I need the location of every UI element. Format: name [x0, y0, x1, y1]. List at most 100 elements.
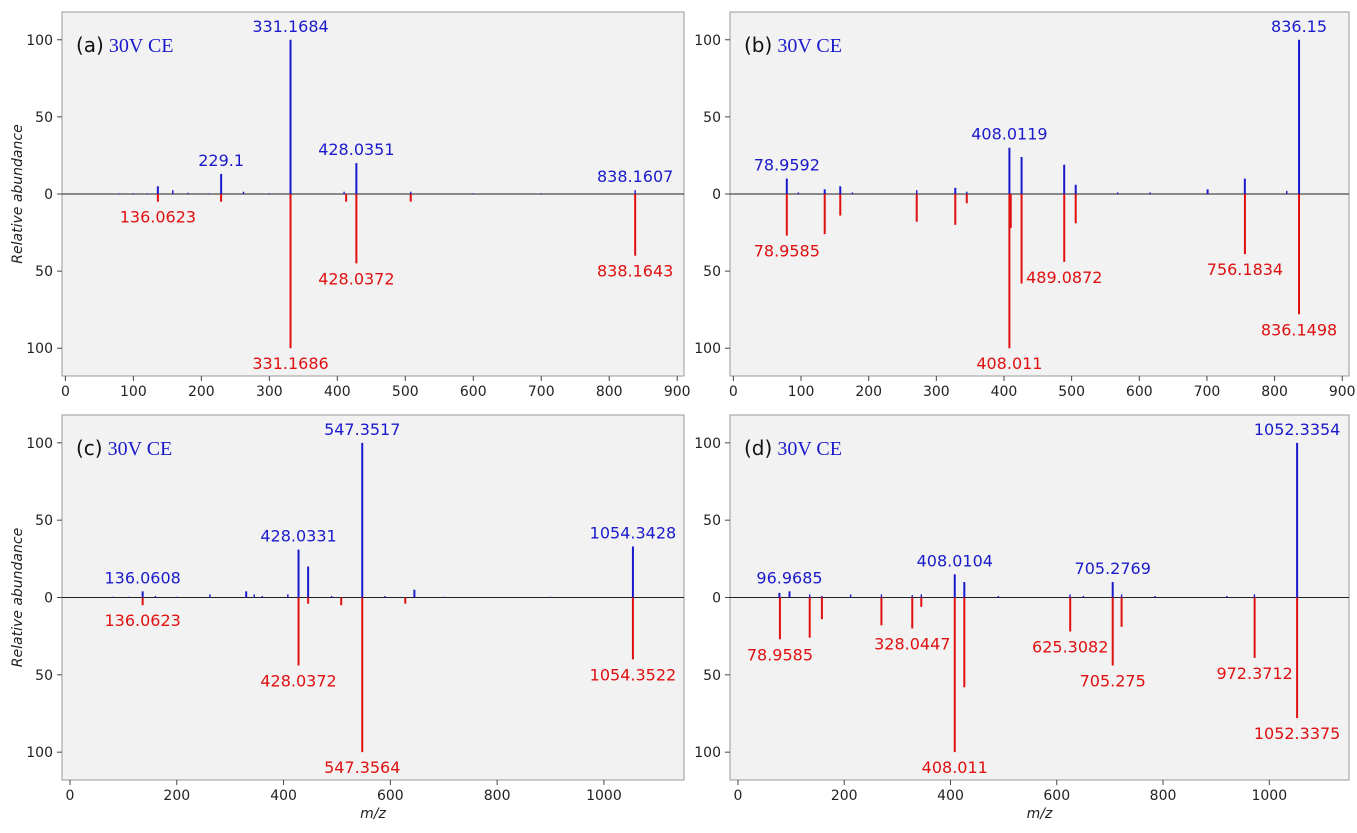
- x-tick-label: 400: [937, 788, 964, 804]
- peak-label-bottom: 836.1498: [1261, 320, 1337, 339]
- x-tick-label: 200: [188, 384, 215, 400]
- peak-label-top: 836.15: [1271, 17, 1327, 36]
- peak-label-top: 705.2769: [1075, 559, 1151, 578]
- y-axis-label: Relative abundance: [10, 528, 26, 667]
- y-tick-label: 50: [703, 110, 721, 126]
- x-tick-label: 0: [66, 788, 75, 804]
- x-tick-label: 600: [1043, 788, 1070, 804]
- x-tick-label: 0: [734, 788, 743, 804]
- y-tick-label: 0: [712, 187, 721, 203]
- peak-label-bottom: 136.0623: [104, 611, 180, 630]
- x-tick-label: 700: [1194, 384, 1221, 400]
- panel-condition: 30V CE: [109, 35, 174, 57]
- peak-label-bottom: 547.3564: [324, 758, 400, 777]
- x-tick-label: 900: [664, 384, 691, 400]
- peak-label-top: 428.0331: [260, 527, 336, 546]
- x-tick-label: 900: [1329, 384, 1356, 400]
- x-tick-label: 400: [270, 788, 297, 804]
- y-tick-label: 50: [703, 668, 721, 684]
- panel-label: (b): [744, 33, 772, 57]
- x-tick-label: 0: [61, 384, 70, 400]
- peak-label-bottom: 408.011: [976, 354, 1042, 373]
- peak-label-bottom: 625.3082: [1032, 638, 1108, 657]
- peak-label-top: 78.9592: [754, 156, 820, 175]
- peak-label-top: 331.1684: [252, 17, 328, 36]
- panel-condition: 30V CE: [777, 438, 842, 460]
- peak-label-bottom: 78.9585: [754, 242, 820, 261]
- peak-label-bottom: 705.275: [1080, 672, 1146, 691]
- y-tick-label: 0: [712, 591, 721, 607]
- y-tick-label: 100: [26, 436, 53, 452]
- y-tick-label: 100: [26, 341, 53, 357]
- peak-label-top: 96.9685: [756, 568, 822, 587]
- panel-label: (d): [744, 436, 772, 460]
- peak-label-top: 229.1: [198, 151, 244, 170]
- x-tick-label: 500: [392, 384, 419, 400]
- x-axis-label: m/z: [360, 806, 386, 822]
- x-tick-label: 200: [855, 384, 882, 400]
- peak-label-bottom: 78.9585: [747, 645, 813, 664]
- peak-label-bottom: 972.3712: [1216, 664, 1292, 683]
- panel-condition: 30V CE: [108, 438, 173, 460]
- peak-label-top: 408.0104: [917, 551, 993, 570]
- x-tick-label: 600: [1126, 384, 1153, 400]
- x-tick-label: 800: [596, 384, 623, 400]
- peak-label-bottom: 428.0372: [260, 672, 336, 691]
- peak-label-top: 547.3517: [324, 420, 400, 439]
- y-tick-label: 50: [35, 110, 53, 126]
- peak-label-bottom: 428.0372: [318, 269, 394, 288]
- x-tick-label: 1000: [1251, 788, 1287, 804]
- peak-label-bottom: 1054.3522: [590, 665, 677, 684]
- x-tick-label: 800: [1261, 384, 1288, 400]
- x-tick-label: 800: [1150, 788, 1177, 804]
- x-tick-label: 600: [460, 384, 487, 400]
- y-tick-label: 100: [26, 745, 53, 761]
- y-tick-label: 100: [694, 436, 721, 452]
- peak-label-bottom: 136.0623: [120, 208, 196, 227]
- x-tick-label: 1000: [586, 788, 622, 804]
- x-axis-label: m/z: [1027, 806, 1053, 822]
- x-tick-label: 100: [788, 384, 815, 400]
- y-tick-label: 50: [35, 513, 53, 529]
- peak-label-bottom: 331.1686: [252, 354, 328, 373]
- y-tick-label: 50: [35, 264, 53, 280]
- x-tick-label: 800: [484, 788, 511, 804]
- peak-label-bottom: 756.1834: [1207, 260, 1283, 279]
- y-tick-label: 0: [44, 187, 53, 203]
- peak-label-bottom: 328.0447: [874, 634, 950, 653]
- x-tick-label: 100: [120, 384, 147, 400]
- peak-label-top: 408.0119: [971, 125, 1047, 144]
- x-tick-label: 700: [528, 384, 555, 400]
- panel-label: (a): [76, 33, 104, 57]
- x-tick-label: 200: [163, 788, 190, 804]
- peak-label-bottom: 408.011: [922, 758, 988, 777]
- y-tick-label: 100: [26, 33, 53, 49]
- y-tick-label: 50: [35, 668, 53, 684]
- x-tick-label: 200: [831, 788, 858, 804]
- x-tick-label: 500: [1058, 384, 1085, 400]
- x-tick-label: 300: [923, 384, 950, 400]
- x-tick-label: 600: [377, 788, 404, 804]
- y-tick-label: 50: [703, 513, 721, 529]
- x-tick-label: 300: [256, 384, 283, 400]
- panel-condition: 30V CE: [777, 35, 842, 57]
- x-tick-label: 400: [991, 384, 1018, 400]
- y-tick-label: 0: [44, 591, 53, 607]
- peak-label-top: 428.0351: [318, 140, 394, 159]
- y-tick-label: 100: [694, 745, 721, 761]
- x-tick-label: 400: [324, 384, 351, 400]
- peak-label-bottom: 838.1643: [597, 262, 673, 281]
- y-axis-label: Relative abundance: [10, 124, 26, 263]
- y-tick-label: 50: [703, 264, 721, 280]
- y-tick-label: 100: [694, 33, 721, 49]
- x-tick-label: 0: [729, 384, 738, 400]
- peak-label-bottom: 489.0872: [1026, 268, 1102, 287]
- peak-label-top: 1054.3428: [590, 523, 677, 542]
- y-tick-label: 100: [694, 341, 721, 357]
- peak-label-top: 1052.3354: [1254, 420, 1341, 439]
